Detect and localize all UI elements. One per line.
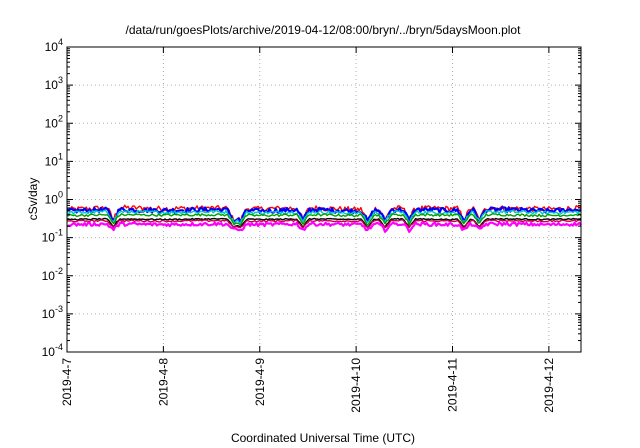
- series-line: [66, 217, 582, 229]
- y-axis-label: cSv/day: [26, 178, 40, 221]
- y-tick-label: 10-3: [42, 304, 63, 321]
- y-tick-label: 10-2: [42, 266, 63, 283]
- y-tick-label: 102: [45, 113, 63, 130]
- x-axis-label: Coordinated Universal Time (UTC): [231, 431, 415, 445]
- x-tick-label: 2019-4-7: [60, 358, 74, 406]
- series-line: [67, 219, 582, 229]
- y-tick-label: 101: [45, 151, 63, 168]
- series-layer: [66, 204, 582, 233]
- series-line: [67, 213, 582, 226]
- x-tick-label: 2019-4-10: [349, 358, 363, 413]
- y-tick-label: 104: [45, 37, 63, 54]
- y-tick-label: 100: [45, 190, 63, 207]
- y-tick-label: 10-4: [42, 342, 63, 359]
- chart-title: /data/run/goesPlots/archive/2019-04-12/0…: [126, 23, 522, 37]
- y-tick-label: 103: [45, 75, 63, 92]
- y-tick-label: 10-1: [42, 228, 63, 245]
- x-tick-label: 2019-4-8: [156, 358, 170, 406]
- x-axis-ticks: 2019-4-7 2019-4-8 2019-4-9 2019-4-10 2019-4-…: [60, 47, 556, 413]
- grid-lines: [66, 46, 581, 353]
- x-tick-label: 2019-4-11: [446, 358, 460, 412]
- x-tick-label: 2019-4-9: [253, 358, 267, 406]
- x-tick-label: 2019-4-12: [542, 358, 556, 413]
- series-line: [66, 221, 582, 233]
